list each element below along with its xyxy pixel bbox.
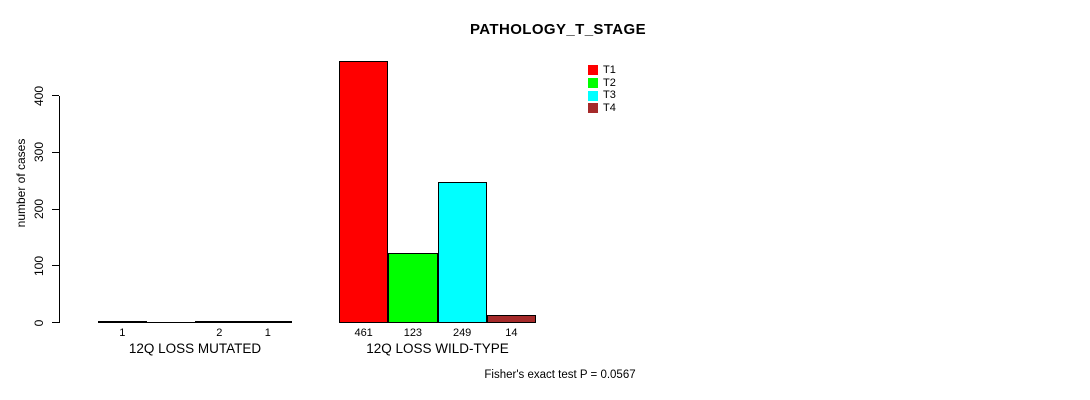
legend-swatch-t4 [588, 103, 598, 114]
legend-label: T2 [603, 76, 616, 89]
bar-t1-group1 [98, 320, 147, 323]
chart-title: PATHOLOGY_T_STAGE [470, 21, 646, 38]
y-axis-tick [52, 208, 59, 210]
legend-swatch-t2 [588, 78, 598, 89]
group-label: 12Q LOSS WILD-TYPE [366, 341, 509, 356]
bar-value-label: 1 [119, 326, 126, 339]
legend-swatch-t3 [588, 90, 598, 101]
bar-t2-group2 [388, 252, 438, 323]
legend-item-t1: T1 [588, 64, 616, 77]
bar-value-label: 461 [354, 326, 373, 339]
bar-t2-group1 [146, 321, 195, 323]
bar-t3-group1 [195, 320, 244, 323]
bar-t4-group2 [486, 314, 536, 323]
legend: T1 T2 T3 T4 [588, 64, 616, 115]
group-label: 12Q LOSS MUTATED [128, 341, 262, 356]
y-axis-tick-label: 0 [32, 319, 46, 326]
bar-value-label: 2 [216, 326, 223, 339]
legend-label: T1 [603, 63, 616, 76]
y-axis-tick [52, 95, 59, 96]
p-value-annotation: Fisher's exact test P = 0.0567 [484, 369, 636, 381]
y-axis-tick [52, 322, 59, 323]
bar-t4-group1 [243, 320, 292, 323]
bar-t1-group2 [339, 60, 389, 323]
legend-item-t3: T3 [588, 89, 616, 102]
legend-label: T4 [603, 101, 616, 114]
bar-t3-group2 [437, 181, 487, 323]
y-axis-tick-label: 400 [32, 85, 46, 106]
legend-item-t4: T4 [588, 102, 616, 115]
y-axis-label: number of cases [14, 138, 28, 228]
legend-label: T3 [603, 89, 616, 102]
bar-value-label: 123 [403, 326, 423, 339]
y-axis-tick-label: 100 [32, 255, 46, 276]
bar-value-label: 14 [505, 326, 518, 339]
legend-item-t2: T2 [588, 77, 616, 90]
y-axis-line [59, 95, 60, 323]
legend-swatch-t1 [588, 65, 598, 76]
bar-value-label: 249 [452, 326, 472, 339]
y-axis-tick [52, 151, 59, 153]
y-axis-tick-label: 300 [32, 142, 46, 163]
y-axis-tick-label: 200 [32, 198, 46, 220]
y-axis-tick [52, 265, 59, 267]
bar-value-label: 1 [264, 326, 271, 339]
